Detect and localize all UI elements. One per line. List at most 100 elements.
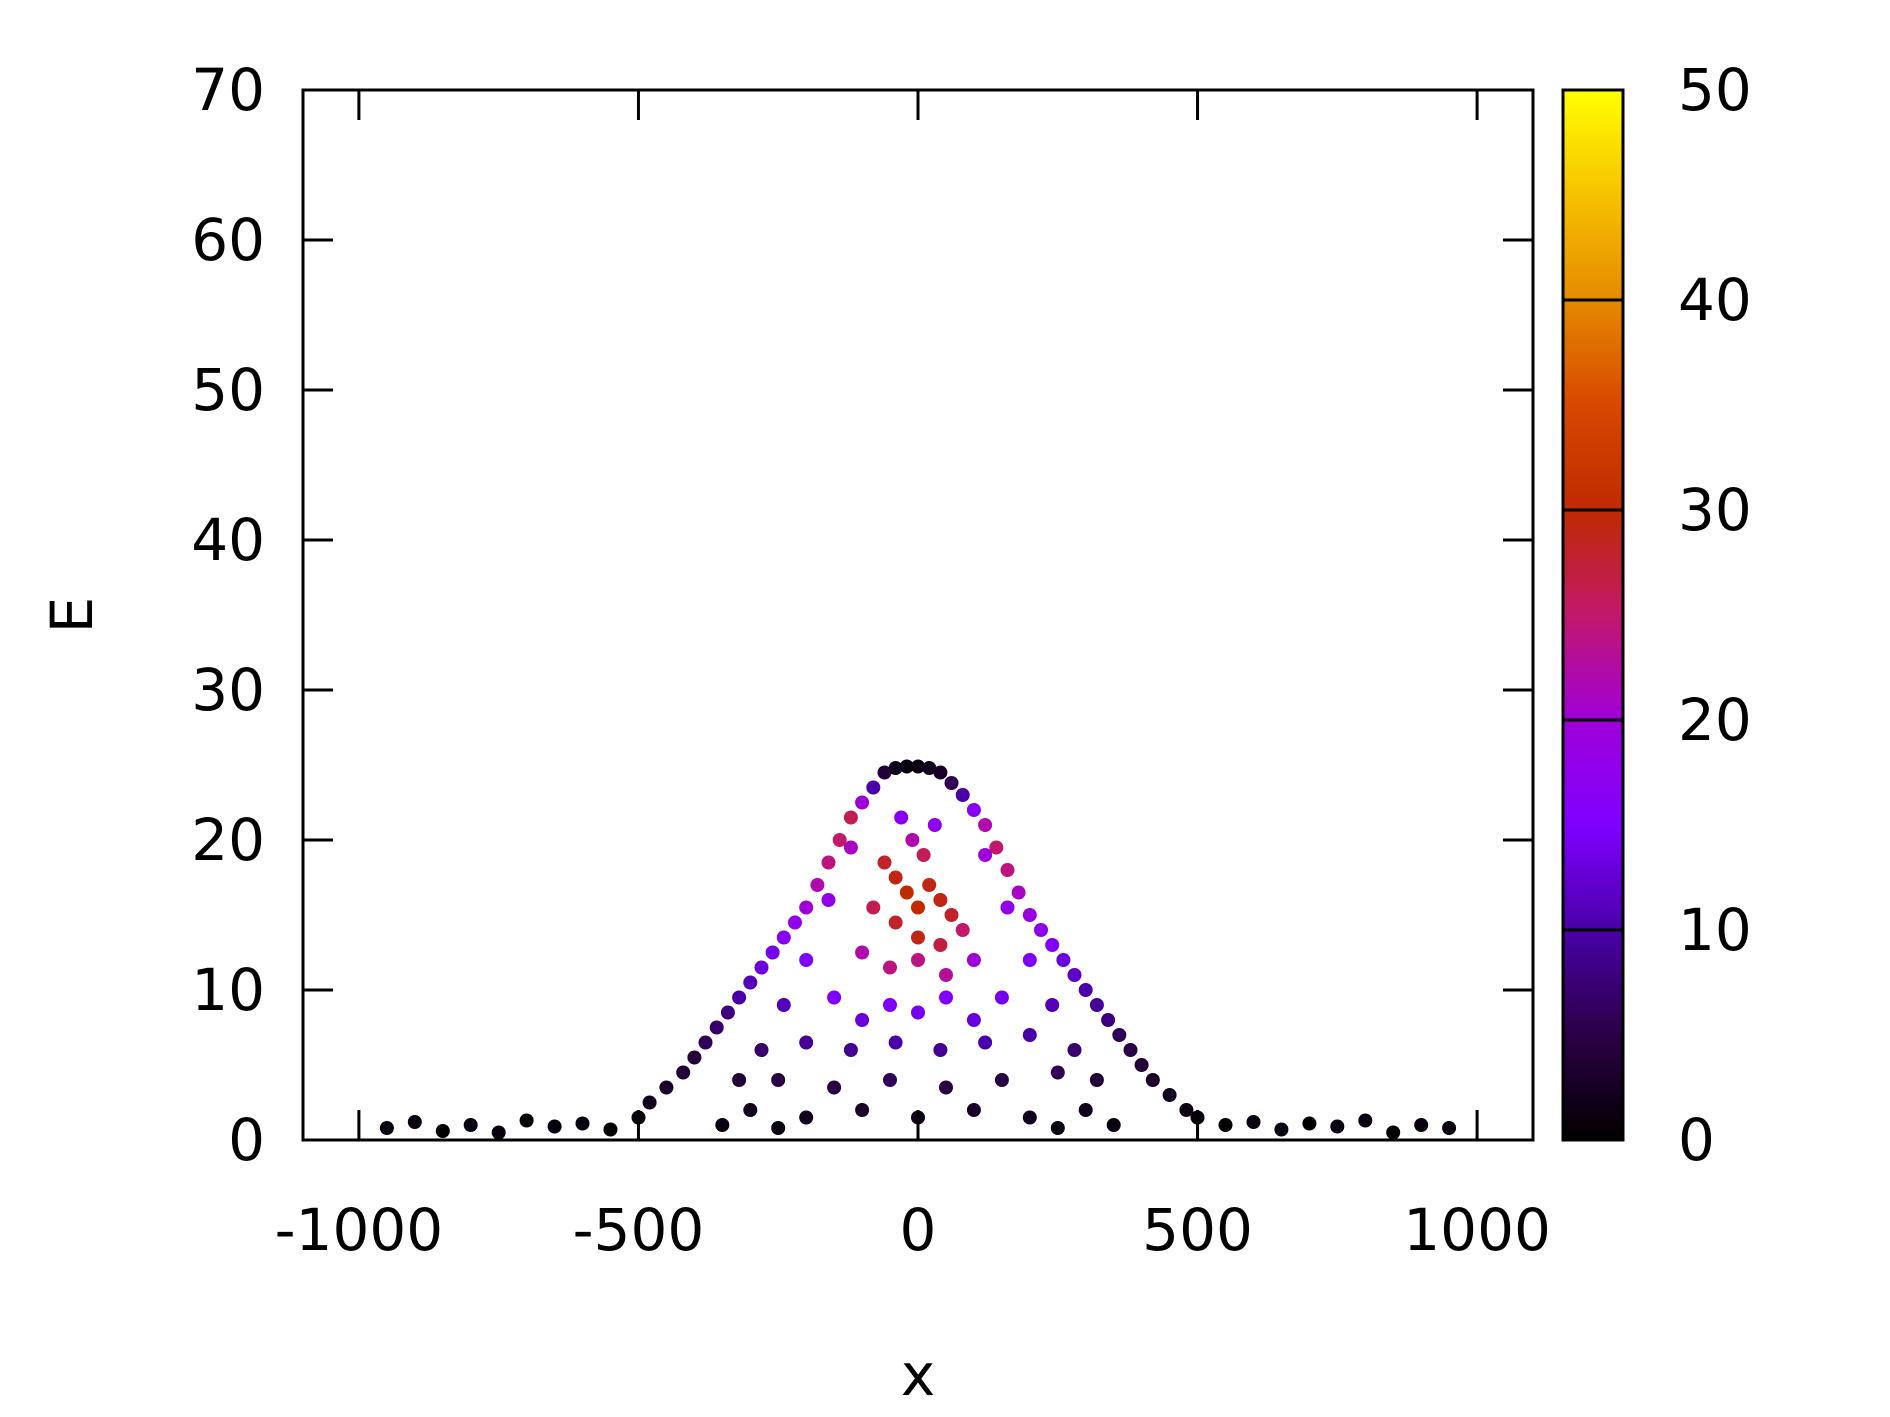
y-tick-label: 0: [228, 1106, 265, 1174]
data-point: [491, 1125, 506, 1140]
x-tick-label: 0: [900, 1196, 937, 1264]
data-point: [905, 833, 920, 847]
data-point: [1056, 953, 1071, 967]
x-axis-title: x: [901, 1341, 935, 1409]
data-point: [994, 1073, 1009, 1087]
y-tick-label: 20: [191, 806, 265, 874]
data-point: [944, 776, 959, 790]
data-point: [698, 1035, 713, 1050]
data-point: [911, 759, 925, 774]
data-point: [1145, 1073, 1160, 1087]
data-point: [922, 878, 937, 892]
colorbar: [1561, 88, 1625, 1142]
data-point: [933, 765, 948, 780]
x-tick-label: 500: [1142, 1196, 1253, 1264]
data-point: [799, 1035, 814, 1050]
data-point: [1034, 923, 1048, 937]
data-point: [547, 1119, 562, 1134]
data-point: [1162, 1088, 1177, 1102]
data-point: [519, 1113, 534, 1128]
data-point: [899, 885, 914, 900]
data-point: [1022, 953, 1037, 967]
data-point: [732, 1073, 747, 1087]
colorbar-tick-label: 10: [1678, 896, 1752, 964]
data-point: [939, 968, 953, 982]
data-point: [1101, 1013, 1116, 1027]
data-point: [1067, 968, 1082, 982]
data-point: [1022, 1028, 1037, 1042]
data-point: [1218, 1118, 1233, 1132]
colorbar-tick-label: 0: [1678, 1106, 1715, 1174]
data-point: [1112, 1028, 1127, 1042]
data-point: [933, 893, 948, 907]
data-point: [866, 900, 881, 915]
data-point: [821, 855, 836, 870]
colorbar-tick-label: 30: [1678, 476, 1752, 544]
data-point: [799, 900, 814, 915]
data-point: [379, 1121, 394, 1135]
data-point: [888, 1035, 903, 1050]
data-point: [939, 1080, 953, 1095]
y-tick-label: 70: [191, 56, 265, 124]
data-point: [832, 833, 847, 847]
data-point: [435, 1124, 450, 1138]
y-tick-label: 10: [191, 956, 265, 1024]
data-point: [827, 990, 842, 1005]
data-point: [894, 810, 909, 825]
data-point: [575, 1116, 590, 1131]
data-point: [989, 840, 1004, 855]
data-point: [855, 1013, 870, 1027]
y-axis-title: E: [38, 597, 106, 634]
data-point: [1330, 1119, 1345, 1134]
data-point: [933, 1043, 948, 1057]
data-point: [911, 1005, 925, 1020]
data-point: [944, 908, 959, 922]
data-point: [1442, 1121, 1457, 1135]
data-point: [966, 1103, 981, 1117]
data-point: [1386, 1125, 1401, 1140]
data-point: [1089, 998, 1104, 1012]
data-point: [899, 759, 914, 774]
data-point: [1022, 1110, 1037, 1125]
data-point: [966, 1013, 981, 1027]
data-point: [922, 761, 937, 775]
data-point: [978, 818, 993, 832]
data-point: [966, 803, 981, 817]
x-tick-label: -500: [573, 1196, 705, 1264]
data-point: [1011, 885, 1026, 900]
y-axis: 0 10 20 30 40 50 60 70: [191, 56, 1533, 1174]
data-point: [659, 1080, 674, 1095]
data-point: [743, 1103, 758, 1117]
data-point: [1246, 1115, 1261, 1129]
data-point: [821, 893, 836, 907]
data-point: [1045, 998, 1060, 1012]
colorbar-tick-label: 20: [1678, 686, 1752, 754]
data-point: [1050, 1065, 1065, 1080]
data-point: [883, 960, 897, 975]
data-point: [765, 945, 780, 960]
data-point: [1358, 1113, 1373, 1128]
data-point: [855, 795, 870, 810]
data-point: [1302, 1116, 1317, 1131]
data-point: [676, 1065, 691, 1080]
data-point: [463, 1118, 478, 1132]
data-point: [888, 915, 903, 930]
data-point: [754, 960, 769, 975]
data-point: [1123, 1043, 1138, 1057]
data-point: [788, 915, 802, 930]
data-point: [888, 870, 903, 885]
data-point: [955, 788, 970, 802]
data-point: [1050, 1121, 1065, 1135]
data-point: [754, 1043, 769, 1057]
data-point: [1078, 983, 1093, 997]
data-point: [687, 1050, 702, 1065]
data-point: [1045, 938, 1060, 952]
data-point: [799, 1110, 814, 1125]
data-point: [1274, 1122, 1289, 1137]
data-point: [720, 1005, 735, 1020]
colorbar-axis: 0 10 20 30 40 50: [1563, 56, 1752, 1174]
colorbar-tick-label: 40: [1678, 266, 1752, 334]
data-point: [911, 930, 925, 945]
y-tick-label: 40: [191, 506, 265, 574]
plot-frame: [301, 88, 1535, 1142]
